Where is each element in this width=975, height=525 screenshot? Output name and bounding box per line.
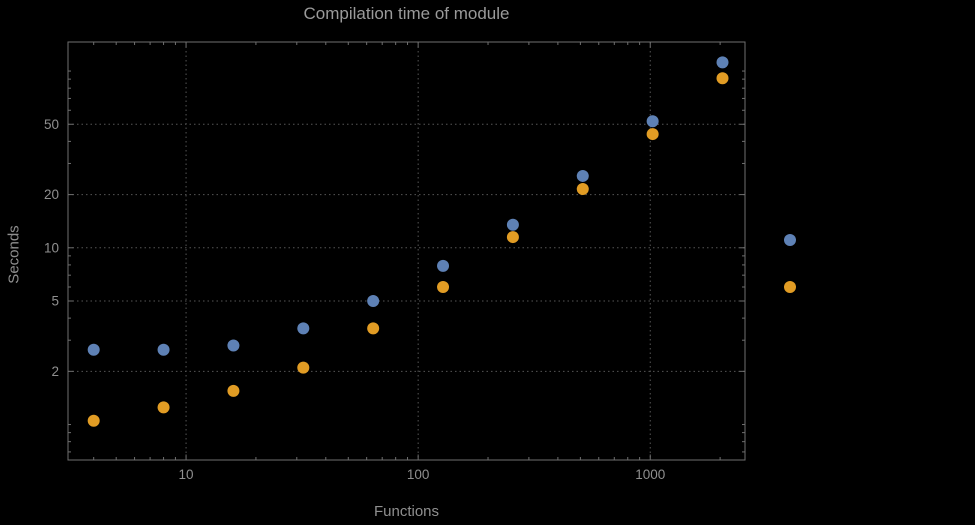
data-point-series-2 (87, 414, 100, 427)
data-point-series-1 (437, 259, 450, 272)
data-point-series-1 (716, 56, 729, 69)
data-point-series-2 (297, 361, 310, 374)
data-point-series-1 (367, 294, 380, 307)
legend-marker-series-1 (784, 234, 796, 246)
plot-frame (67, 41, 746, 461)
chart-title: Compilation time of module (303, 4, 510, 23)
y-tick-label: 5 (51, 293, 59, 308)
x-tick-label: 100 (407, 467, 430, 482)
data-point-series-2 (646, 128, 659, 141)
data-point-series-2 (367, 322, 380, 335)
y-tick-label: 10 (44, 240, 59, 255)
x-tick-label: 10 (179, 467, 194, 482)
data-point-series-2 (157, 401, 170, 414)
data-point-series-1 (646, 115, 659, 128)
data-point-series-1 (227, 339, 240, 352)
y-tick-label: 20 (44, 187, 59, 202)
x-axis-label: Functions (373, 503, 440, 520)
y-tick-label: 2 (51, 364, 59, 379)
data-point-series-1 (157, 343, 170, 356)
data-point-series-2 (437, 281, 450, 294)
data-point-series-1 (576, 169, 589, 182)
y-tick-label: 50 (44, 117, 59, 132)
x-tick-label: 1000 (635, 467, 665, 482)
data-point-series-2 (716, 72, 729, 85)
data-point-series-1 (87, 343, 100, 356)
data-point-series-2 (227, 384, 240, 397)
data-point-series-1 (297, 322, 310, 335)
data-point-series-2 (506, 231, 519, 244)
legend-marker-series-2 (784, 281, 796, 293)
data-point-series-2 (576, 183, 589, 196)
data-point-series-1 (506, 218, 519, 231)
